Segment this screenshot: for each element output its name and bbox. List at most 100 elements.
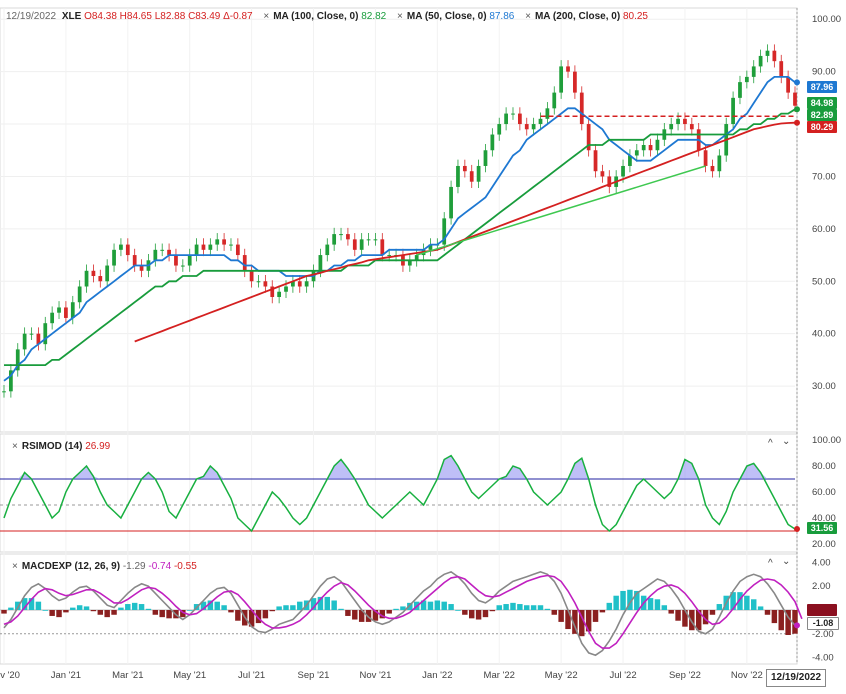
macd-histogram-bar xyxy=(111,610,117,615)
rsi-tag: 31.56 xyxy=(807,522,837,534)
macd-histogram-bar xyxy=(565,610,571,630)
macd-move-up-icon[interactable]: ^ xyxy=(768,558,773,569)
rsi-y-tick: 20.00 xyxy=(812,539,836,550)
close-ma100-icon[interactable]: × xyxy=(263,11,270,22)
macd-histogram-bar xyxy=(468,610,475,619)
candle-body xyxy=(738,82,742,98)
rsi-end-dot xyxy=(794,525,800,532)
macd-histogram-bar xyxy=(269,610,275,612)
macd-histogram-bar xyxy=(682,610,688,627)
candle-body xyxy=(717,155,722,172)
candle-body xyxy=(332,234,337,245)
ma50-value: 87.86 xyxy=(489,11,515,22)
candle-body xyxy=(64,307,68,318)
macd-histogram-bar xyxy=(702,610,709,625)
candle-body xyxy=(655,139,660,151)
price-y-tick: 60.00 xyxy=(812,224,836,235)
candle-body xyxy=(545,108,550,119)
rsi-label: RSIMOD (14) xyxy=(21,441,83,452)
x-axis-tick: Nov '20 xyxy=(0,670,20,681)
close-ma200-icon[interactable]: × xyxy=(525,11,531,22)
macd-histogram-bar xyxy=(489,610,496,612)
header-open: O84.38 xyxy=(84,11,117,22)
candle-body xyxy=(524,124,529,130)
macd-histogram-bar xyxy=(138,604,145,610)
header-symbol: XLE xyxy=(61,11,82,22)
candle-body xyxy=(249,270,254,282)
candle-body xyxy=(359,239,364,250)
candle-body xyxy=(387,255,392,257)
candle-body xyxy=(689,124,694,130)
close-ma50-icon[interactable]: × xyxy=(397,11,403,22)
candle-body xyxy=(765,50,770,56)
rsi-move-up-icon[interactable]: ^ xyxy=(768,438,773,449)
candle-body xyxy=(15,349,20,371)
macd-histogram-bar xyxy=(462,610,468,615)
candle-body xyxy=(291,281,295,287)
candle-body xyxy=(284,286,288,292)
candle-body xyxy=(256,281,261,283)
candle-body xyxy=(304,281,309,287)
candle-body xyxy=(476,165,481,182)
macd-y-tick: 4.00 xyxy=(812,557,831,568)
macd-histogram-bar xyxy=(186,610,193,611)
macd-histogram-bar xyxy=(716,604,723,610)
candle-body xyxy=(758,55,763,67)
candle-body xyxy=(683,118,687,125)
candle-body xyxy=(22,333,27,350)
candle-body xyxy=(84,270,89,287)
macd-histogram-bar xyxy=(393,608,399,610)
macd-histogram-bar xyxy=(324,596,331,610)
candle-body xyxy=(710,165,715,172)
candle-body xyxy=(566,66,570,72)
candle-body xyxy=(607,176,612,187)
candle-body xyxy=(538,118,543,125)
candle-body xyxy=(263,281,268,287)
macd-histogram-bar xyxy=(585,610,592,632)
price-y-tick: 50.00 xyxy=(812,276,836,287)
macd-histogram-bar xyxy=(407,602,413,610)
price-y-tick: 40.00 xyxy=(812,329,836,340)
macd-move-down-icon[interactable]: ⌄ xyxy=(782,556,791,567)
macd-histogram-bar xyxy=(771,610,778,624)
candle-body xyxy=(339,234,343,236)
candle-body xyxy=(593,150,598,172)
candle-body xyxy=(43,323,48,345)
candle-body xyxy=(174,255,178,266)
x-axis-tick: Sep '22 xyxy=(669,670,701,681)
macd-histogram-bar xyxy=(558,610,564,622)
candle-body xyxy=(621,165,625,177)
macd-histogram-bar xyxy=(730,592,736,610)
macd-histogram-bar xyxy=(482,610,489,618)
candle-body xyxy=(29,333,34,335)
macd-histogram-bar xyxy=(276,606,282,610)
rsi-move-down-icon[interactable]: ⌄ xyxy=(782,436,791,447)
candle-body xyxy=(187,255,192,266)
candle-body xyxy=(91,270,96,277)
macd-histogram-bar xyxy=(290,605,296,610)
close-macd-icon[interactable]: × xyxy=(12,561,18,572)
candle-body xyxy=(153,249,158,261)
candle-body xyxy=(9,370,13,392)
macd-histogram-bar xyxy=(35,601,42,610)
macd-y-tick: -2.00 xyxy=(812,629,834,640)
macd-histogram-bar xyxy=(647,598,654,610)
rsi-y-tick: 100.00 xyxy=(812,435,841,446)
candle-body xyxy=(428,244,433,250)
macd-y-tick: -4.00 xyxy=(812,653,834,664)
macd-histogram-bar xyxy=(537,605,544,610)
header-date: 12/19/2022 xyxy=(6,11,57,22)
candle-body xyxy=(119,244,123,250)
macd-histogram-bar xyxy=(661,605,668,610)
macd-histogram-bar xyxy=(338,608,344,610)
close-rsi-icon[interactable]: × xyxy=(12,441,18,452)
macd-end-dot xyxy=(794,622,800,629)
macd-histogram-bar xyxy=(551,610,557,615)
ma-line-2 xyxy=(134,121,796,343)
header-close: C83.49 xyxy=(188,11,221,22)
ma-end-dot-0 xyxy=(794,79,800,86)
candle-body xyxy=(77,286,82,303)
rsi-line xyxy=(3,454,796,533)
rsi-y-tick: 40.00 xyxy=(812,513,836,524)
candle-body xyxy=(462,165,467,172)
